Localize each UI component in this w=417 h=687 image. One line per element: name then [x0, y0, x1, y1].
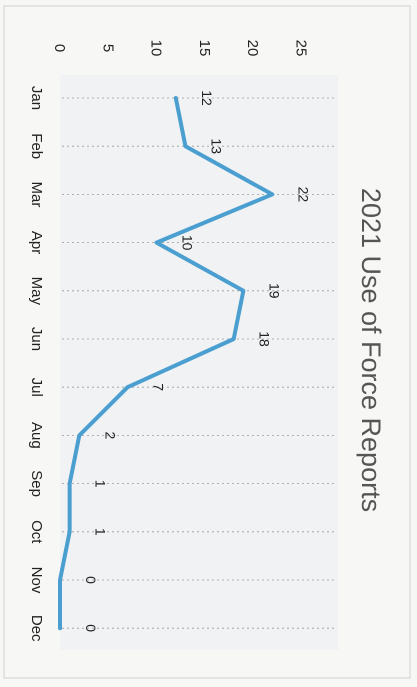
chart-border [3, 5, 411, 679]
y-tick-label: 5 [99, 44, 116, 52]
x-tick-label: Jul [28, 378, 45, 397]
data-label: 18 [257, 331, 273, 347]
x-tick-label: May [28, 277, 45, 306]
y-tick-label: 15 [196, 40, 213, 57]
x-axis-ticks: Jan Feb Mar Apr May Jun Jul Aug Sep Oct Nov Dec [28, 86, 45, 642]
x-tick-label: Jan [28, 86, 45, 110]
x-tick-label: Nov [28, 567, 45, 594]
y-tick-label: 10 [148, 40, 165, 57]
data-label: 1 [93, 528, 109, 536]
x-tick-label: Dec [28, 615, 45, 642]
data-label: 2 [102, 432, 118, 440]
x-tick-label: Mar [28, 181, 45, 207]
x-tick-label: Aug [28, 422, 45, 449]
y-tick-label: 0 [51, 44, 68, 52]
data-label: 0 [83, 576, 99, 584]
chart-title: 2021 Use of Force Reports [356, 188, 386, 512]
x-tick-label: Apr [28, 231, 45, 254]
y-tick-label: 20 [244, 40, 261, 57]
y-axis-ticks: 0 5 10 15 20 25 [51, 40, 309, 57]
data-label: 19 [266, 283, 282, 299]
plot-area [60, 75, 338, 650]
x-tick-label: Feb [28, 133, 45, 159]
data-label: 13 [208, 138, 224, 154]
x-tick-label: Jun [28, 327, 45, 351]
data-label: 1 [93, 480, 109, 488]
data-label: 10 [180, 235, 196, 251]
series-line [58, 96, 275, 631]
x-tick-label: Oct [28, 520, 45, 544]
grid-lines [62, 97, 336, 629]
data-label: 7 [151, 383, 167, 391]
data-label: 22 [295, 187, 311, 203]
data-label: 0 [83, 624, 99, 632]
data-label: 12 [199, 90, 215, 106]
x-tick-label: Sep [28, 470, 45, 497]
y-tick-label: 25 [292, 40, 309, 57]
